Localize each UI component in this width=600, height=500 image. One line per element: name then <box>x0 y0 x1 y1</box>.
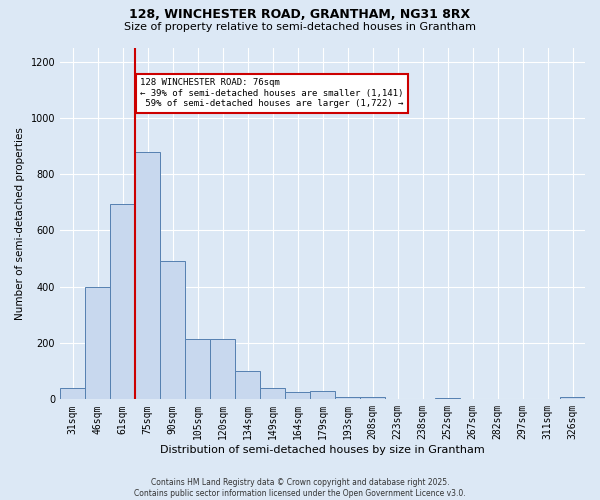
Bar <box>60 388 85 400</box>
Bar <box>110 204 135 400</box>
Bar <box>435 398 460 400</box>
Bar <box>260 388 285 400</box>
Text: Contains HM Land Registry data © Crown copyright and database right 2025.
Contai: Contains HM Land Registry data © Crown c… <box>134 478 466 498</box>
Bar <box>185 339 210 400</box>
Bar <box>560 396 585 400</box>
Bar <box>160 262 185 400</box>
Text: 128, WINCHESTER ROAD, GRANTHAM, NG31 8RX: 128, WINCHESTER ROAD, GRANTHAM, NG31 8RX <box>130 8 470 20</box>
Bar <box>210 339 235 400</box>
Bar <box>335 396 360 400</box>
Text: Size of property relative to semi-detached houses in Grantham: Size of property relative to semi-detach… <box>124 22 476 32</box>
Bar <box>310 392 335 400</box>
Y-axis label: Number of semi-detached properties: Number of semi-detached properties <box>15 127 25 320</box>
Bar <box>285 392 310 400</box>
Text: 128 WINCHESTER ROAD: 76sqm
← 39% of semi-detached houses are smaller (1,141)
 59: 128 WINCHESTER ROAD: 76sqm ← 39% of semi… <box>140 78 403 108</box>
X-axis label: Distribution of semi-detached houses by size in Grantham: Distribution of semi-detached houses by … <box>160 445 485 455</box>
Bar <box>135 152 160 400</box>
Bar <box>360 396 385 400</box>
Bar <box>85 286 110 400</box>
Bar <box>235 371 260 400</box>
